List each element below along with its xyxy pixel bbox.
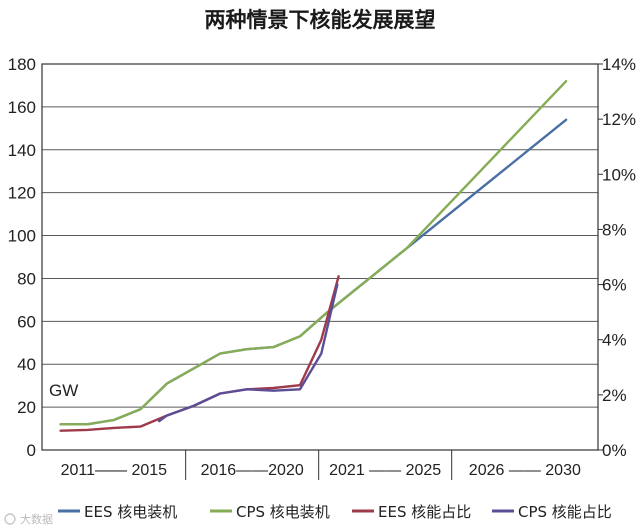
category-axis: 2011—— 2015 2016——2020 2021 —— 2025 2026 ——…	[61, 450, 581, 480]
left-tick-label: 180	[8, 55, 36, 74]
legend-label: CPS 核电装机	[236, 503, 330, 521]
right-tick-label: 0%	[602, 441, 627, 460]
right-tick-label: 8%	[602, 220, 627, 239]
left-tick-label: 140	[8, 141, 36, 160]
left-axis-ticks: 0 20 40 60 80 100 120 140 160 180	[8, 55, 36, 460]
watermark-text: 大数据	[20, 512, 53, 526]
category-label: 2016——2020	[201, 462, 304, 479]
series-line	[59, 118, 568, 426]
right-tick-label: 10%	[602, 165, 636, 184]
left-tick-label: 100	[8, 227, 36, 246]
series-lines	[59, 79, 568, 432]
watermark-icon	[4, 513, 16, 525]
left-tick-label: 20	[17, 398, 36, 417]
right-tick-label: 14%	[602, 55, 636, 74]
legend: EES 核电装机 CPS 核电装机 EES 核能占比 CPS 核能占比	[58, 503, 612, 521]
plot-frame	[41, 63, 599, 451]
category-label: 2026 —— 2030	[469, 462, 581, 479]
left-tick-label: 40	[17, 355, 36, 374]
right-tick-label: 12%	[602, 110, 636, 129]
right-tick-label: 4%	[602, 331, 627, 350]
unit-label: GW	[49, 381, 78, 400]
legend-label: EES 核电装机	[84, 503, 177, 521]
left-tick-label: 80	[17, 269, 36, 288]
grid-lines	[42, 63, 598, 451]
legend-label: CPS 核能占比	[518, 503, 612, 521]
legend-label: EES 核能占比	[378, 503, 471, 521]
left-tick-label: 120	[8, 184, 36, 203]
left-tick-label: 160	[8, 98, 36, 117]
right-axis-ticks: 0% 2% 4% 6% 8% 10% 12% 14%	[598, 55, 636, 460]
right-tick-label: 6%	[602, 276, 627, 295]
left-tick-label: 0	[27, 441, 36, 460]
left-tick-label: 60	[17, 312, 36, 331]
chart-title: 两种情景下核能发展展望	[205, 8, 436, 32]
category-label: 2021 —— 2025	[329, 462, 441, 479]
category-label: 2011—— 2015	[61, 462, 168, 479]
right-tick-label: 2%	[602, 386, 627, 405]
series-line	[59, 79, 568, 426]
series-line	[157, 283, 339, 423]
watermark: 大数据	[4, 512, 53, 526]
